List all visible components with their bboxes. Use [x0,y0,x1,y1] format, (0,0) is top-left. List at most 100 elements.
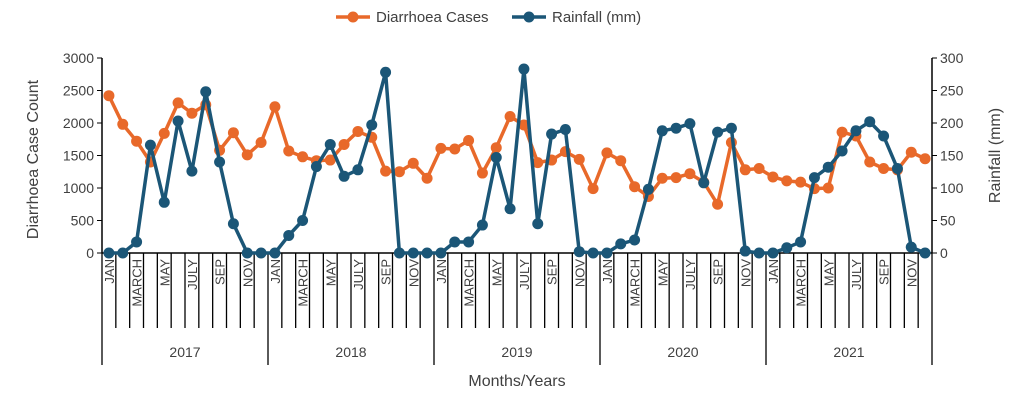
month-label: JAN [766,259,781,284]
data-point-diarrhoea [380,165,392,177]
year-label: 2019 [501,344,532,360]
month-label: NOV [406,259,421,288]
month-label: JULY [517,259,532,290]
data-point-diarrhoea [241,149,253,161]
data-point-rainfall [615,238,627,250]
data-point-rainfall [269,247,281,259]
data-point-diarrhoea [407,157,419,169]
data-point-diarrhoea [712,198,724,210]
data-point-rainfall [725,122,737,134]
data-point-diarrhoea [864,156,876,168]
data-point-rainfall [338,170,350,182]
data-point-diarrhoea [905,146,917,158]
month-label: JULY [185,259,200,290]
data-point-rainfall [407,247,419,259]
data-point-diarrhoea [670,172,682,184]
month-label: NOV [572,259,587,288]
data-point-diarrhoea [532,157,544,169]
right-tick-label: 150 [940,148,964,164]
right-tick-label: 0 [940,245,948,261]
data-point-diarrhoea [781,175,793,187]
month-label: SEP [545,259,560,285]
data-point-rainfall [490,151,502,163]
month-label: JAN [434,259,449,284]
data-point-rainfall [836,145,848,157]
data-point-rainfall [601,247,613,259]
data-point-diarrhoea [117,118,129,130]
month-label: MAY [489,259,504,287]
data-point-rainfall [366,119,378,131]
left-tick-label: 3000 [63,50,94,66]
data-point-rainfall [103,247,115,259]
data-point-diarrhoea [324,154,336,166]
data-point-diarrhoea [836,126,848,138]
data-point-diarrhoea [186,107,198,119]
data-point-rainfall [310,161,322,173]
month-label: MARCH [628,259,643,307]
month-label: JULY [351,259,366,290]
data-point-rainfall [864,116,876,128]
left-tick-label: 0 [86,245,94,261]
data-point-diarrhoea [393,166,405,178]
data-point-rainfall [532,218,544,230]
data-point-rainfall [297,215,309,226]
data-point-diarrhoea [435,142,447,154]
data-point-rainfall [393,247,405,259]
month-label: NOV [738,259,753,288]
data-point-diarrhoea [615,155,627,167]
data-point-rainfall [324,138,336,150]
data-point-rainfall [629,234,641,246]
month-label: NOV [240,259,255,288]
left-tick-label: 2000 [63,115,94,131]
data-point-diarrhoea [629,181,641,193]
month-label: SEP [877,259,892,285]
data-point-diarrhoea [919,153,931,165]
month-label: MARCH [296,259,311,307]
data-point-rainfall [684,118,696,130]
month-label: SEP [213,259,228,285]
data-point-rainfall [767,247,779,259]
legend-label: Diarrhoea Cases [376,9,489,26]
left-tick-label: 1000 [63,180,94,196]
data-point-rainfall [795,236,807,248]
data-point-rainfall [380,66,392,78]
data-point-diarrhoea [490,142,502,154]
data-point-rainfall [518,63,530,75]
data-point-diarrhoea [283,145,295,157]
data-point-rainfall [227,218,239,230]
data-point-diarrhoea [131,135,143,147]
data-point-rainfall [463,236,475,248]
month-label: JULY [683,259,698,290]
data-point-rainfall [117,247,129,259]
data-point-rainfall [241,247,253,259]
month-label: SEP [711,259,726,285]
data-point-diarrhoea [739,164,751,176]
month-label: JAN [268,259,283,284]
month-label: MARCH [794,259,809,307]
data-point-rainfall [186,165,198,177]
data-point-rainfall [214,156,226,168]
data-point-diarrhoea [753,163,765,174]
data-point-diarrhoea [352,125,364,137]
right-tick-label: 200 [940,115,964,131]
left-tick-label: 500 [71,213,95,229]
right-tick-label: 250 [940,83,964,99]
month-label: JAN [102,259,117,284]
data-point-rainfall [822,161,834,173]
right-tick-label: 300 [940,50,964,66]
data-point-diarrhoea [518,119,530,131]
data-point-rainfall [656,125,668,137]
data-point-rainfall [449,236,461,248]
data-point-rainfall [698,177,710,189]
data-point-rainfall [808,172,820,184]
data-point-rainfall [587,247,599,259]
data-point-diarrhoea [449,143,461,155]
month-label: JULY [849,259,864,290]
data-point-diarrhoea [573,153,585,165]
data-point-rainfall [891,163,903,174]
data-point-rainfall [255,247,267,259]
data-point-rainfall [421,247,433,259]
data-point-rainfall [172,115,184,127]
data-point-rainfall [200,86,212,98]
